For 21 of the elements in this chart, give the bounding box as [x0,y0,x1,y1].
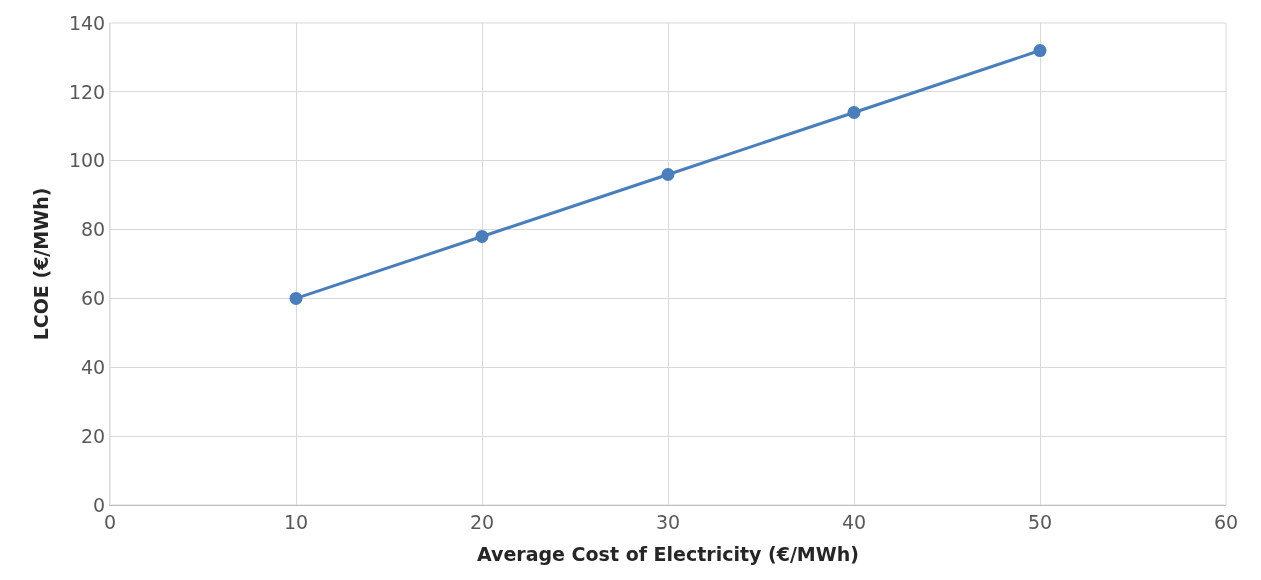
y-tick-label: 60 [81,287,106,310]
y-tick-label: 20 [81,424,106,447]
y-tick-label: 120 [68,80,106,103]
y-tick-label: 40 [81,355,106,378]
y-tick-label: 140 [68,11,106,34]
y-axis-title: LCOE (€/MWh) [29,187,52,341]
y-tick-label: 100 [68,149,106,172]
point [847,106,861,119]
point [475,229,489,243]
x-axis-title: Average Cost of Electricity (€/MWh) [477,542,859,565]
y-tick-label: 0 [93,493,106,516]
x-tick-label: 10 [283,510,309,533]
x-tick-label: 40 [841,510,867,533]
x-tick-label: 60 [1213,510,1239,533]
y-tick-label: 80 [81,218,106,241]
point [1033,44,1047,58]
point [289,291,303,305]
point [661,167,675,181]
x-tick-label: 50 [1027,510,1053,533]
x-tick-label: 30 [655,510,681,533]
x-tick-label: 20 [469,510,495,533]
